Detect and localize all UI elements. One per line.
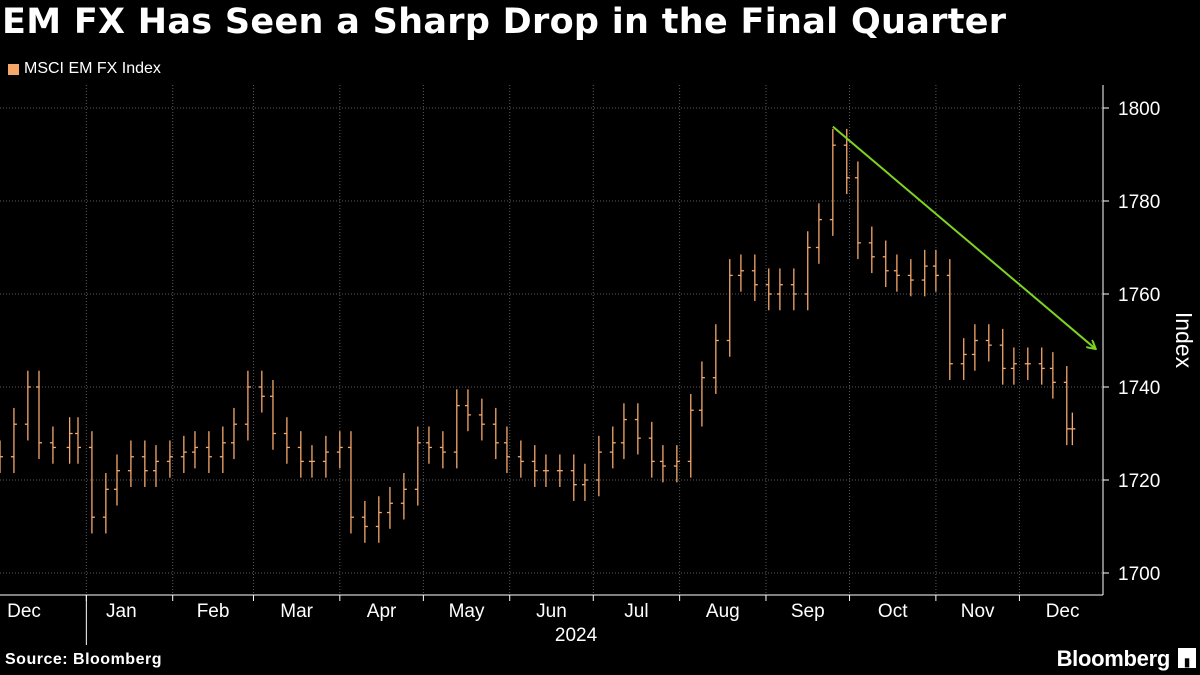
x-tick-label: Apr <box>367 601 397 622</box>
x-tick-label: Nov <box>961 601 995 622</box>
x-tick-label: Oct <box>878 601 908 622</box>
legend-label: MSCI EM FX Index <box>24 60 161 77</box>
trend-arrow <box>832 125 1095 349</box>
y-axis-label: Index <box>1171 312 1197 369</box>
x-tick-label: Dec <box>1046 601 1080 622</box>
x-tick-label: May <box>449 601 485 622</box>
x-tick-label: Feb <box>197 601 230 622</box>
legend: MSCI EM FX Index <box>8 60 161 78</box>
x-tick-label: Mar <box>280 601 313 622</box>
x-tick-label: Sep <box>791 601 825 622</box>
x-tick-label: Jul <box>624 601 648 622</box>
y-tick-label: 1740 <box>1118 378 1160 399</box>
y-tick-label: 1780 <box>1118 192 1160 213</box>
x-tick-label: Aug <box>706 601 740 622</box>
x-tick-label: Jan <box>106 601 137 622</box>
chart-title: EM FX Has Seen a Sharp Drop in the Final… <box>2 2 1007 42</box>
source-note: Source: Bloomberg <box>5 651 162 668</box>
bloomberg-logo: Bloomberg <box>1056 646 1171 671</box>
y-tick-label: 1700 <box>1118 564 1160 585</box>
legend-swatch <box>8 63 19 75</box>
x-axis-year-label: 2024 <box>555 625 598 646</box>
bloomberg-terminal-icon: ▮ <box>1178 648 1196 668</box>
y-tick-label: 1800 <box>1118 99 1160 120</box>
y-tick-label: 1760 <box>1118 285 1160 306</box>
x-tick-label: Dec <box>7 601 41 622</box>
y-tick-label: 1720 <box>1118 471 1160 492</box>
x-tick-label: Jun <box>536 601 567 622</box>
